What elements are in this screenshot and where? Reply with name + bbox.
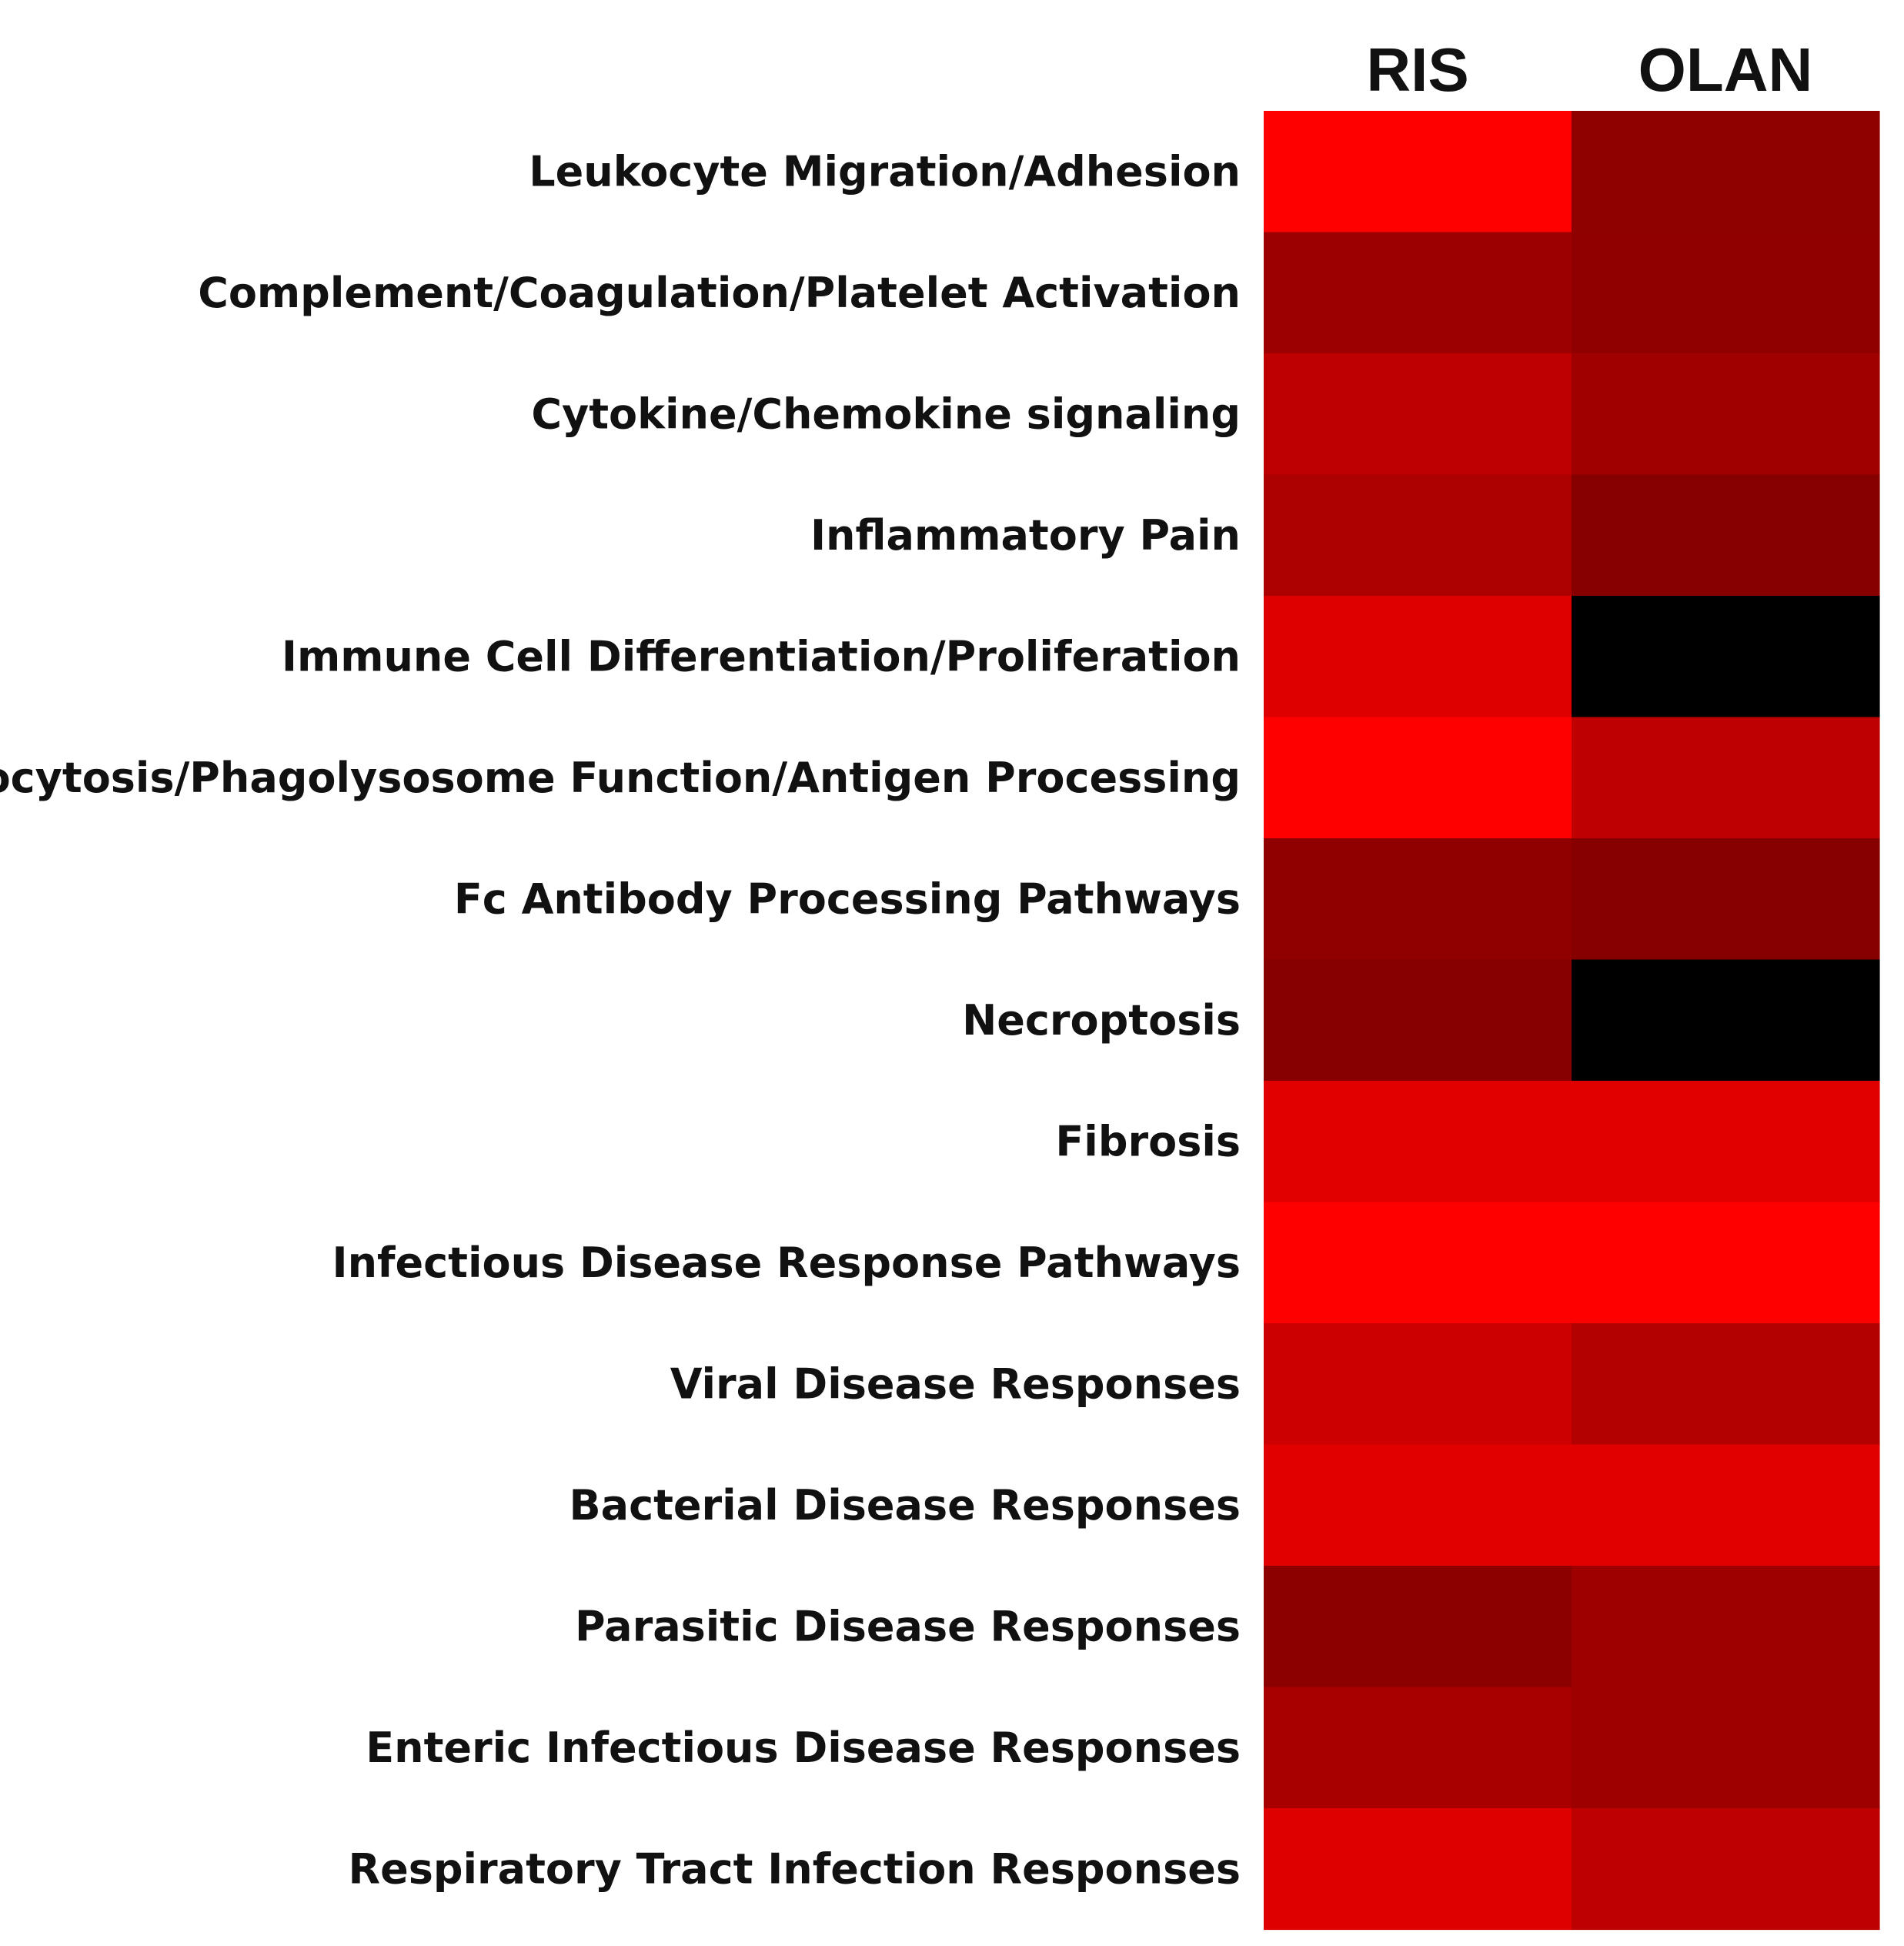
row-label-enteric-infectious-disease-responses: Enteric Infectious Disease Responses xyxy=(366,1724,1241,1772)
heatmap-cell-ris-enteric-infectious-disease-responses xyxy=(1264,1687,1572,1809)
heatmap-cell-ris-fc-antibody-processing-pathways xyxy=(1264,838,1572,961)
heatmap-cell-ris-inflammatory-pain xyxy=(1264,474,1572,597)
heatmap-cell-ris-leukocyte-migration-adhesion xyxy=(1264,111,1572,233)
row-label-immune-cell-differentiation-proliferation: Immune Cell Differentiation/Proliferatio… xyxy=(282,632,1241,680)
heatmap-cell-olan-leukocyte-migration-adhesion xyxy=(1572,111,1880,233)
heatmap-cell-olan-complement-coagulation-platelet-activation xyxy=(1572,232,1880,354)
heatmap-cell-olan-immune-cell-differentiation-proliferation xyxy=(1572,596,1880,718)
heatmap-cell-ris-cytokine-chemokine-signaling xyxy=(1264,353,1572,476)
heatmap-cell-olan-infectious-disease-response-pathways xyxy=(1572,1202,1880,1324)
heatmap-cell-ris-parasitic-disease-responses xyxy=(1264,1566,1572,1688)
heatmap-cell-olan-enteric-infectious-disease-responses xyxy=(1572,1687,1880,1809)
row-label-cytokine-chemokine-signaling: Cytokine/Chemokine signaling xyxy=(531,390,1241,438)
column-label-ris: RIS xyxy=(1366,35,1468,104)
heatmap-cell-olan-bacterial-disease-responses xyxy=(1572,1444,1880,1566)
row-label-infectious-disease-response-pathways: Infectious Disease Response Pathways xyxy=(332,1239,1241,1287)
heatmap-cell-olan-respiratory-tract-infection-responses xyxy=(1572,1808,1880,1931)
heatmap-cell-ris-bacterial-disease-responses xyxy=(1264,1444,1572,1566)
heatmap-cell-olan-parasitic-disease-responses xyxy=(1572,1566,1880,1688)
row-label-fc-antibody-processing-pathways: Fc Antibody Processing Pathways xyxy=(454,874,1241,923)
row-label-necroptosis: Necroptosis xyxy=(962,996,1241,1045)
heatmap-cell-olan-inflammatory-pain xyxy=(1572,474,1880,597)
heatmap-cell-ris-immune-cell-differentiation-proliferation xyxy=(1264,596,1572,718)
column-labels: RIS OLAN xyxy=(1366,35,1812,104)
heatmap-cell-ris-complement-coagulation-platelet-activation xyxy=(1264,232,1572,354)
row-label-phagocytosis-phagolysosome-function-antigen-processing: Phagocytosis/Phagolysosome Function/Anti… xyxy=(0,754,1241,802)
heatmap-cell-olan-fc-antibody-processing-pathways xyxy=(1572,838,1880,961)
heatmap-cell-ris-viral-disease-responses xyxy=(1264,1323,1572,1446)
heatmap-cell-olan-cytokine-chemokine-signaling xyxy=(1572,353,1880,476)
row-label-viral-disease-responses: Viral Disease Responses xyxy=(670,1359,1241,1408)
column-label-olan: OLAN xyxy=(1638,35,1813,104)
row-label-fibrosis: Fibrosis xyxy=(1055,1117,1241,1165)
row-label-bacterial-disease-responses: Bacterial Disease Responses xyxy=(570,1481,1241,1530)
row-label-complement-coagulation-platelet-activation: Complement/Coagulation/Platelet Activati… xyxy=(198,269,1241,317)
row-label-inflammatory-pain: Inflammatory Pain xyxy=(810,511,1241,560)
row-labels: Leukocyte Migration/Adhesion Complement/C… xyxy=(0,147,1241,1893)
heatmap-cell-olan-viral-disease-responses xyxy=(1572,1323,1880,1446)
heatmap-cell-olan-phagocytosis-phagolysosome-function-antigen-processing xyxy=(1572,717,1880,839)
heatmap-cell-olan-fibrosis xyxy=(1572,1081,1880,1203)
heatmap-cell-ris-respiratory-tract-infection-responses xyxy=(1264,1808,1572,1931)
row-label-respiratory-tract-infection-responses: Respiratory Tract Infection Responses xyxy=(349,1844,1241,1893)
heatmap-cell-ris-phagocytosis-phagolysosome-function-antigen-processing xyxy=(1264,717,1572,839)
heatmap-cell-olan-necroptosis xyxy=(1572,959,1880,1082)
heatmap-cell-ris-infectious-disease-response-pathways xyxy=(1264,1202,1572,1324)
row-label-leukocyte-migration-adhesion: Leukocyte Migration/Adhesion xyxy=(529,147,1241,196)
row-label-parasitic-disease-responses: Parasitic Disease Responses xyxy=(575,1602,1241,1650)
heatmap-cell-ris-necroptosis xyxy=(1264,959,1572,1082)
heatmap-cell-ris-fibrosis xyxy=(1264,1081,1572,1203)
heatmap-cells xyxy=(1264,111,1880,1931)
